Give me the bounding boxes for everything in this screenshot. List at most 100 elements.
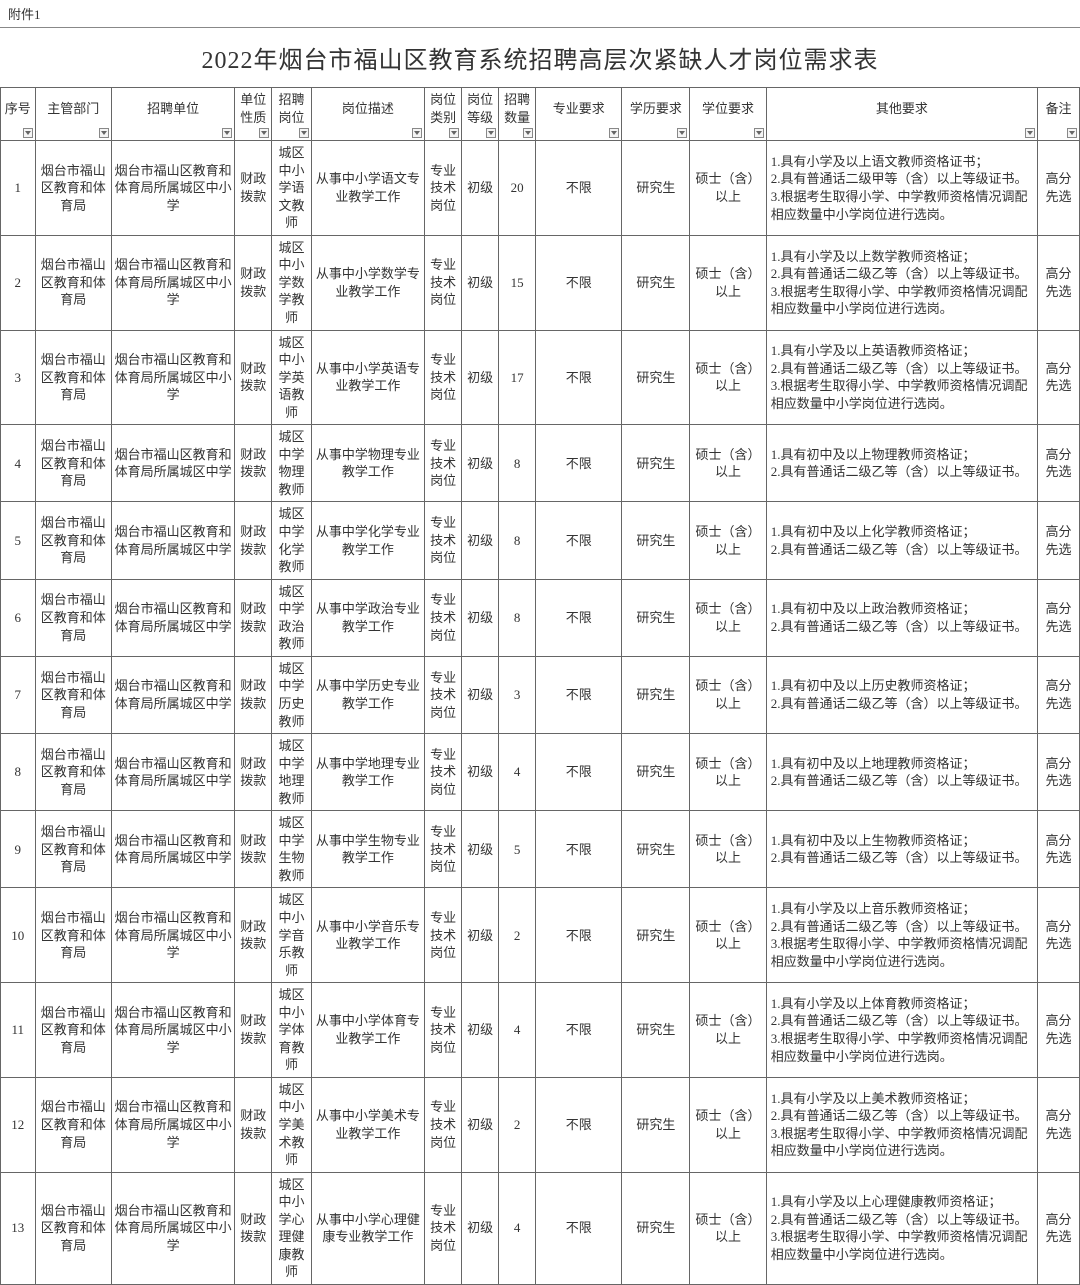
cell-major: 不限 <box>536 235 622 330</box>
filter-dropdown-icon[interactable] <box>486 128 496 138</box>
cell-major: 不限 <box>536 1077 622 1172</box>
filter-dropdown-icon[interactable] <box>259 128 269 138</box>
cell-major: 不限 <box>536 502 622 579</box>
cell-remark: 高分先选 <box>1037 502 1079 579</box>
cell-seq: 5 <box>1 502 36 579</box>
cell-position: 城区中学化学教师 <box>272 502 311 579</box>
cell-degree: 硕士（含）以上 <box>690 734 766 811</box>
cell-edu: 研究生 <box>622 1172 690 1284</box>
cell-remark: 高分先选 <box>1037 888 1079 983</box>
filter-dropdown-icon[interactable] <box>412 128 422 138</box>
cell-edu: 研究生 <box>622 141 690 236</box>
filter-dropdown-icon[interactable] <box>609 128 619 138</box>
filter-dropdown-icon[interactable] <box>449 128 459 138</box>
cell-dept: 烟台市福山区教育和体育局 <box>35 141 111 236</box>
header-seq: 序号 <box>1 88 36 141</box>
table-row: 2烟台市福山区教育和体育局烟台市福山区教育和体育局所属城区中小学财政拨款城区中小… <box>1 235 1080 330</box>
cell-desc: 从事中小学体育专业教学工作 <box>311 983 424 1078</box>
cell-other: 1.具有小学及以上语文教师资格证书；2.具有普通话二级甲等（含）以上等级证书。3… <box>766 141 1037 236</box>
cell-unit: 烟台市福山区教育和体育局所属城区中小学 <box>111 983 234 1078</box>
cell-degree: 硕士（含）以上 <box>690 1077 766 1172</box>
cell-edu: 研究生 <box>622 983 690 1078</box>
cell-count: 4 <box>499 983 536 1078</box>
cell-other: 1.具有小学及以上音乐教师资格证；2.具有普通话二级乙等（含）以上等级证书。3.… <box>766 888 1037 983</box>
cell-unit: 烟台市福山区教育和体育局所属城区中小学 <box>111 235 234 330</box>
header-label: 招聘岗位 <box>278 92 304 125</box>
table-row: 3烟台市福山区教育和体育局烟台市福山区教育和体育局所属城区中小学财政拨款城区中小… <box>1 330 1080 425</box>
cell-dept: 烟台市福山区教育和体育局 <box>35 983 111 1078</box>
cell-seq: 7 <box>1 656 36 733</box>
cell-seq: 2 <box>1 235 36 330</box>
filter-dropdown-icon[interactable] <box>299 128 309 138</box>
cell-edu: 研究生 <box>622 235 690 330</box>
cell-other: 1.具有小学及以上英语教师资格证；2.具有普通话二级乙等（含）以上等级证书。3.… <box>766 330 1037 425</box>
cell-seq: 9 <box>1 811 36 888</box>
cell-major: 不限 <box>536 579 622 656</box>
filter-dropdown-icon[interactable] <box>523 128 533 138</box>
filter-dropdown-icon[interactable] <box>23 128 33 138</box>
cell-position: 城区中学生物教师 <box>272 811 311 888</box>
cell-level: 初级 <box>462 983 499 1078</box>
cell-edu: 研究生 <box>622 888 690 983</box>
header-label: 序号 <box>5 101 31 116</box>
cell-nature: 财政拨款 <box>235 734 272 811</box>
filter-dropdown-icon[interactable] <box>677 128 687 138</box>
cell-level: 初级 <box>462 141 499 236</box>
cell-count: 2 <box>499 1077 536 1172</box>
cell-dept: 烟台市福山区教育和体育局 <box>35 1172 111 1284</box>
cell-degree: 硕士（含）以上 <box>690 983 766 1078</box>
cell-unit: 烟台市福山区教育和体育局所属城区中小学 <box>111 888 234 983</box>
cell-other: 1.具有小学及以上美术教师资格证；2.具有普通话二级乙等（含）以上等级证书。3.… <box>766 1077 1037 1172</box>
table-row: 5烟台市福山区教育和体育局烟台市福山区教育和体育局所属城区中学财政拨款城区中学化… <box>1 502 1080 579</box>
filter-dropdown-icon[interactable] <box>1025 128 1035 138</box>
header-label: 备注 <box>1045 101 1071 116</box>
cell-count: 5 <box>499 811 536 888</box>
cell-remark: 高分先选 <box>1037 330 1079 425</box>
cell-level: 初级 <box>462 888 499 983</box>
cell-dept: 烟台市福山区教育和体育局 <box>35 1077 111 1172</box>
cell-cat: 专业技术岗位 <box>425 983 462 1078</box>
cell-desc: 从事中小学美术专业教学工作 <box>311 1077 424 1172</box>
header-label: 岗位类别 <box>430 92 456 125</box>
cell-unit: 烟台市福山区教育和体育局所属城区中学 <box>111 734 234 811</box>
cell-other: 1.具有初中及以上物理教师资格证；2.具有普通话二级乙等（含）以上等级证书。 <box>766 425 1037 502</box>
header-level: 岗位等级 <box>462 88 499 141</box>
cell-cat: 专业技术岗位 <box>425 425 462 502</box>
filter-dropdown-icon[interactable] <box>99 128 109 138</box>
cell-cat: 专业技术岗位 <box>425 656 462 733</box>
cell-seq: 1 <box>1 141 36 236</box>
cell-seq: 12 <box>1 1077 36 1172</box>
cell-level: 初级 <box>462 579 499 656</box>
table-row: 1烟台市福山区教育和体育局烟台市福山区教育和体育局所属城区中小学财政拨款城区中小… <box>1 141 1080 236</box>
cell-other: 1.具有初中及以上地理教师资格证；2.具有普通话二级乙等（含）以上等级证书。 <box>766 734 1037 811</box>
cell-dept: 烟台市福山区教育和体育局 <box>35 425 111 502</box>
cell-degree: 硕士（含）以上 <box>690 888 766 983</box>
cell-dept: 烟台市福山区教育和体育局 <box>35 888 111 983</box>
filter-dropdown-icon[interactable] <box>754 128 764 138</box>
cell-degree: 硕士（含）以上 <box>690 425 766 502</box>
cell-unit: 烟台市福山区教育和体育局所属城区中小学 <box>111 141 234 236</box>
header-label: 专业要求 <box>553 101 605 116</box>
header-count: 招聘数量 <box>499 88 536 141</box>
table-row: 11烟台市福山区教育和体育局烟台市福山区教育和体育局所属城区中小学财政拨款城区中… <box>1 983 1080 1078</box>
cell-level: 初级 <box>462 811 499 888</box>
cell-remark: 高分先选 <box>1037 579 1079 656</box>
cell-dept: 烟台市福山区教育和体育局 <box>35 811 111 888</box>
cell-level: 初级 <box>462 656 499 733</box>
cell-nature: 财政拨款 <box>235 1077 272 1172</box>
cell-dept: 烟台市福山区教育和体育局 <box>35 330 111 425</box>
cell-position: 城区中学物理教师 <box>272 425 311 502</box>
cell-unit: 烟台市福山区教育和体育局所属城区中小学 <box>111 1172 234 1284</box>
header-label: 招聘数量 <box>504 92 530 125</box>
filter-dropdown-icon[interactable] <box>222 128 232 138</box>
cell-remark: 高分先选 <box>1037 1172 1079 1284</box>
cell-level: 初级 <box>462 502 499 579</box>
cell-desc: 从事中小学心理健康专业教学工作 <box>311 1172 424 1284</box>
filter-dropdown-icon[interactable] <box>1067 128 1077 138</box>
cell-desc: 从事中学化学专业教学工作 <box>311 502 424 579</box>
cell-edu: 研究生 <box>622 734 690 811</box>
cell-count: 4 <box>499 1172 536 1284</box>
cell-remark: 高分先选 <box>1037 983 1079 1078</box>
table-row: 7烟台市福山区教育和体育局烟台市福山区教育和体育局所属城区中学财政拨款城区中学历… <box>1 656 1080 733</box>
cell-nature: 财政拨款 <box>235 888 272 983</box>
